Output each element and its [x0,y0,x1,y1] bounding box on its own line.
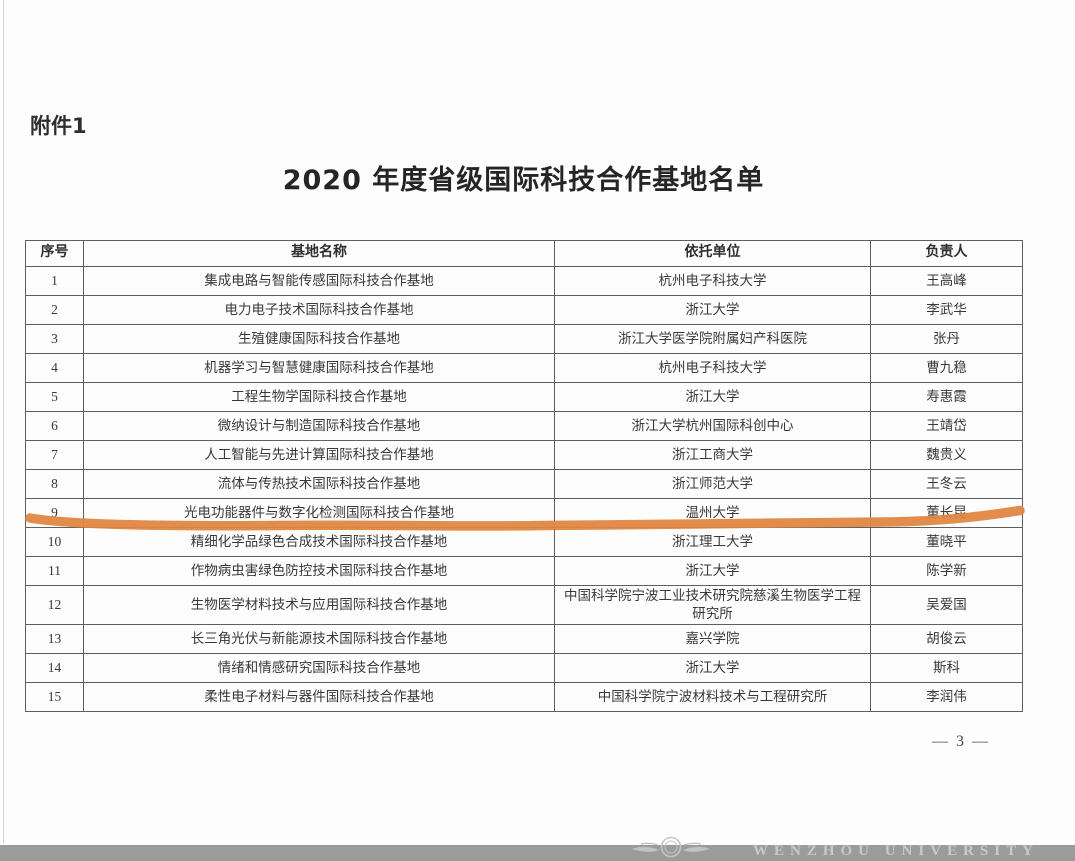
row-index-cell: 11 [25,556,84,586]
table-row: 1 集成电路与智能传感国际科技合作基地 杭州电子科技大学 王高峰 [25,266,1023,296]
leader-name-cell: 董晓平 [870,527,1023,557]
row-index-cell: 3 [25,324,84,354]
column-header-index: 序号 [25,240,84,267]
table-row: 12 生物医学材料技术与应用国际科技合作基地 中国科学院宁波工业技术研究院慈溪生物医… [25,584,1023,626]
org-name-cell: 嘉兴学院 [554,624,871,655]
wenzhou-university-logo-icon [632,836,710,858]
org-name-cell: 中国科学院宁波材料技术与工程研究所 [554,682,871,713]
row-index-cell: 7 [25,440,84,470]
row-index-cell: 6 [25,411,84,441]
page-number: — 3 — [932,733,990,750]
leader-name-cell: 陈学新 [870,556,1023,586]
org-name-cell: 浙江大学 [554,556,871,586]
leader-name-cell: 李武华 [870,295,1023,325]
leader-name-cell: 曹九稳 [870,353,1023,383]
base-name-cell: 工程生物学国际科技合作基地 [83,382,555,412]
table-row: 10 精细化学品绿色合成技术国际科技合作基地 浙江理工大学 董晓平 [25,527,1023,557]
base-name-cell: 情绪和情感研究国际科技合作基地 [83,653,555,684]
leader-name-cell: 张丹 [870,324,1023,354]
column-header-org: 依托单位 [554,240,871,267]
row-index-cell: 12 [25,584,84,626]
row-index-cell: 2 [25,295,84,325]
table-row: 15 柔性电子材料与器件国际科技合作基地 中国科学院宁波材料技术与工程研究所 李润伟 [25,682,1023,713]
table-row: 6 微纳设计与制造国际科技合作基地 浙江大学杭州国际科创中心 王靖岱 [25,411,1023,441]
row-index-cell: 8 [25,469,84,499]
org-name-cell: 浙江大学 [554,382,871,412]
base-name-cell: 作物病虫害绿色防控技术国际科技合作基地 [83,556,555,586]
org-name-cell: 温州大学 [554,498,871,528]
table-row: 3 生殖健康国际科技合作基地 浙江大学医学院附属妇产科医院 张丹 [25,324,1023,354]
org-name-cell: 浙江大学杭州国际科创中心 [554,411,871,441]
org-name-cell: 浙江大学 [554,653,871,684]
attachment-label: 附件1 [30,114,87,138]
footer-watermark-bar: WENZHOU UNIVERSITY [0,836,1075,861]
base-name-cell: 流体与传热技术国际科技合作基地 [83,469,555,499]
org-name-cell: 浙江理工大学 [554,527,871,557]
base-name-cell: 光电功能器件与数字化检测国际科技合作基地 [83,498,555,528]
table-row: 7 人工智能与先进计算国际科技合作基地 浙江工商大学 魏贵义 [25,440,1023,470]
row-index-cell: 4 [25,353,84,383]
org-name-cell: 浙江师范大学 [554,469,871,499]
leader-name-cell: 寿惠霞 [870,382,1023,412]
table-row: 2 电力电子技术国际科技合作基地 浙江大学 李武华 [25,295,1023,325]
leader-name-cell: 魏贵义 [870,440,1023,470]
base-name-cell: 电力电子技术国际科技合作基地 [83,295,555,325]
base-list-table: 序号 基地名称 依托单位 负责人 1 集成电路与智能传感国际科技合作基地 杭州电子科… [25,240,1023,713]
row-index-cell: 14 [25,653,84,684]
leader-name-cell: 李润伟 [870,682,1023,713]
footer-watermark-text: WENZHOU UNIVERSITY [753,843,1039,859]
org-name-cell: 浙江工商大学 [554,440,871,470]
leader-name-cell: 胡俊云 [870,624,1023,655]
leader-name-cell: 王靖岱 [870,411,1023,441]
table-row: 5 工程生物学国际科技合作基地 浙江大学 寿惠霞 [25,382,1023,412]
leader-name-cell: 吴爱国 [870,584,1023,626]
leader-name-cell: 王冬云 [870,469,1023,499]
row-index-cell: 9 [25,498,84,528]
leader-name-cell: 斯科 [870,653,1023,684]
org-name-cell: 浙江大学 [554,295,871,325]
row-index-cell: 13 [25,624,84,655]
base-name-cell: 机器学习与智慧健康国际科技合作基地 [83,353,555,383]
base-name-cell: 生殖健康国际科技合作基地 [83,324,555,354]
table-row: 13 长三角光伏与新能源技术国际科技合作基地 嘉兴学院 胡俊云 [25,624,1023,655]
page-title: 2020 年度省级国际科技合作基地名单 [282,165,765,196]
table-row-highlighted: 9 光电功能器件与数字化检测国际科技合作基地 温州大学 董长昆 [25,498,1023,528]
org-name-cell: 杭州电子科技大学 [554,353,871,383]
column-header-base: 基地名称 [83,240,555,267]
row-index-cell: 10 [25,527,84,557]
base-name-cell: 生物医学材料技术与应用国际科技合作基地 [83,584,555,626]
row-index-cell: 1 [25,266,84,296]
base-name-cell: 柔性电子材料与器件国际科技合作基地 [83,682,555,713]
column-header-leader: 负责人 [870,240,1023,267]
scan-edge-artifact [3,0,4,843]
base-name-cell: 微纳设计与制造国际科技合作基地 [83,411,555,441]
base-name-cell: 长三角光伏与新能源技术国际科技合作基地 [83,624,555,655]
row-index-cell: 15 [25,682,84,713]
base-name-cell: 人工智能与先进计算国际科技合作基地 [83,440,555,470]
table-row: 11 作物病虫害绿色防控技术国际科技合作基地 浙江大学 陈学新 [25,556,1023,586]
leader-name-cell: 王高峰 [870,266,1023,296]
table-header-row: 序号 基地名称 依托单位 负责人 [25,240,1023,267]
table-row: 14 情绪和情感研究国际科技合作基地 浙江大学 斯科 [25,653,1023,684]
base-name-cell: 精细化学品绿色合成技术国际科技合作基地 [83,527,555,557]
base-name-cell: 集成电路与智能传感国际科技合作基地 [83,266,555,296]
table-row: 8 流体与传热技术国际科技合作基地 浙江师范大学 王冬云 [25,469,1023,499]
table-row: 4 机器学习与智慧健康国际科技合作基地 杭州电子科技大学 曹九稳 [25,353,1023,383]
org-name-cell: 杭州电子科技大学 [554,266,871,296]
row-index-cell: 5 [25,382,84,412]
leader-name-cell: 董长昆 [870,498,1023,528]
org-name-cell: 浙江大学医学院附属妇产科医院 [554,324,871,354]
org-name-cell: 中国科学院宁波工业技术研究院慈溪生物医学工程研究所 [554,584,871,626]
